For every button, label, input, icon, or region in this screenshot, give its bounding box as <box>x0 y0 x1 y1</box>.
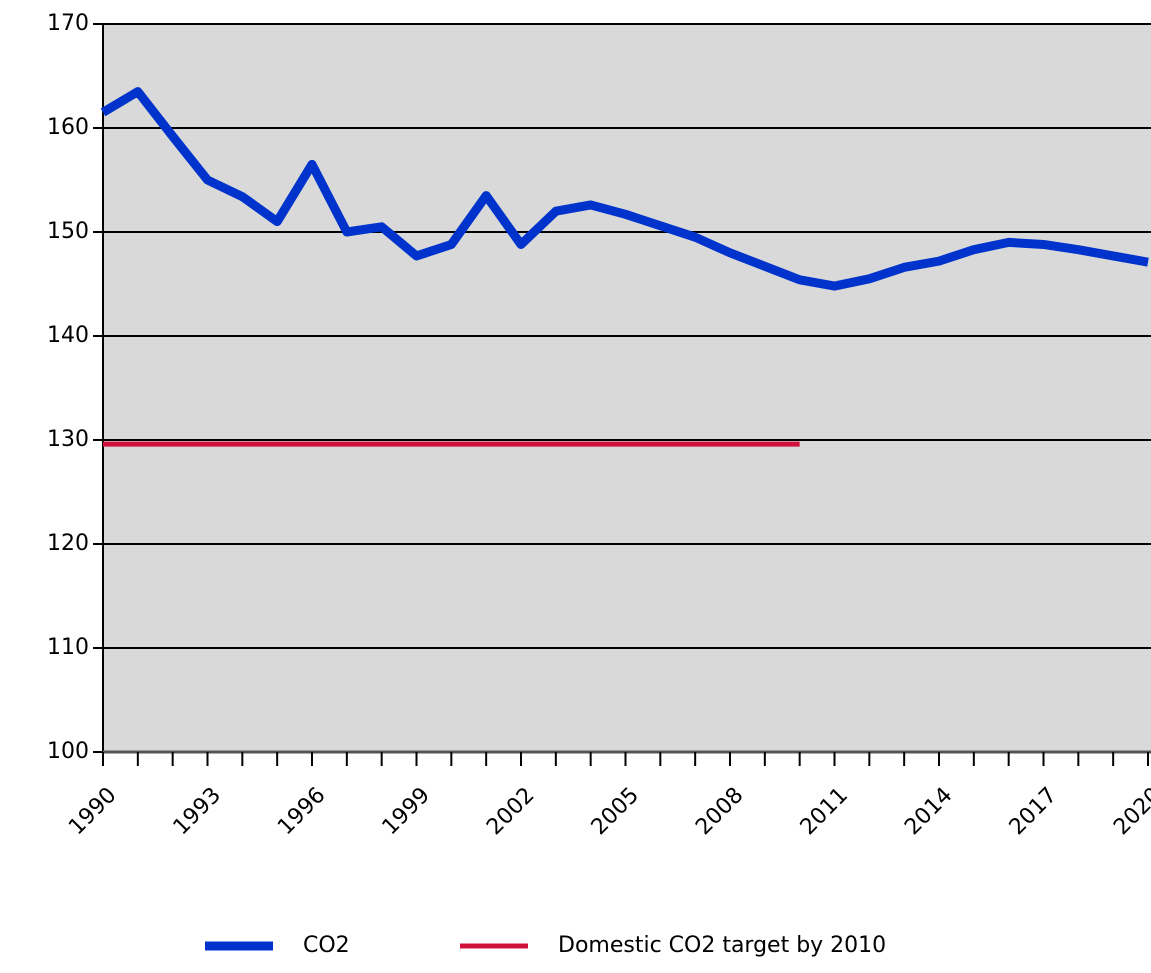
y-tick-label: 160 <box>47 115 89 140</box>
y-tick-label: 100 <box>47 739 89 764</box>
y-tick-label: 120 <box>47 531 89 556</box>
x-tick-label: 2008 <box>691 783 748 840</box>
y-tick-label: 140 <box>47 323 89 348</box>
y-tick-label: 170 <box>47 11 89 36</box>
x-tick-label: 2017 <box>1005 783 1062 840</box>
y-tick-label: 130 <box>47 427 89 452</box>
y-tick-label: 150 <box>47 219 89 244</box>
legend-label: CO2 <box>303 933 350 958</box>
x-tick-label: 1990 <box>64 783 121 840</box>
x-tick-label: 1996 <box>273 783 330 840</box>
y-tick-label: 110 <box>47 635 89 660</box>
x-tick-label: 2014 <box>900 783 957 840</box>
x-tick-label: 2011 <box>796 783 853 840</box>
plot-area <box>103 24 1151 752</box>
x-tick-label: 2002 <box>482 783 539 840</box>
x-tick-label: 2020 <box>1109 783 1151 840</box>
legend-label: Domestic CO2 target by 2010 <box>558 933 886 958</box>
series-line <box>100 87 1149 291</box>
x-tick-label: 1999 <box>378 783 435 840</box>
x-tick-label: 2005 <box>587 783 644 840</box>
x-tick-label: 1993 <box>169 783 226 840</box>
